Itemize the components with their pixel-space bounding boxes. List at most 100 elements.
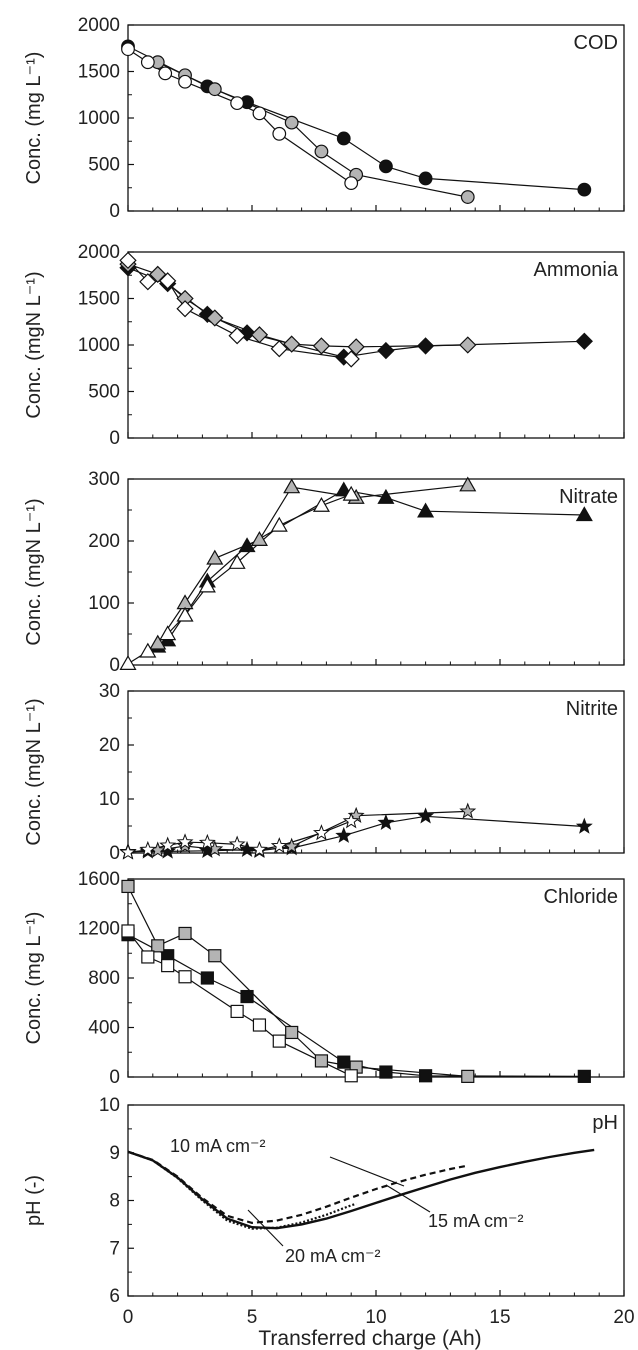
series-line [157, 484, 468, 644]
y-tick-label: 1000 [78, 108, 120, 129]
y-tick-label: 500 [88, 382, 120, 403]
data-point-star [159, 836, 177, 853]
data-point-diamond [250, 326, 269, 344]
data-point-triangle [149, 634, 167, 650]
y-tick-label: 9 [109, 1143, 120, 1164]
data-point-diamond [312, 337, 331, 355]
data-point-diamond [575, 332, 593, 350]
y-tick-label: 1600 [78, 869, 120, 890]
data-point-diamond [342, 350, 360, 368]
y-tick-label: 1000 [78, 335, 120, 356]
data-point-square [240, 989, 254, 1004]
data-point-star [119, 843, 137, 860]
panel-ammonia: 0 500 1000 1500 2000 Conc. (mgN L⁻¹) Ammonia [23, 242, 625, 449]
data-point-diamond [459, 336, 477, 354]
panel-cod: 0 500 1000 1500 2000 Conc. (mg L⁻¹) COD [23, 15, 625, 222]
data-point-square [208, 949, 222, 963]
data-point-star [250, 840, 268, 857]
panel-ph: 6 7 8 9 10 pH (-) pH 10 mA cm⁻² 15 mA cm⁻² 20 mA … [23, 1095, 625, 1307]
series-line [127, 1150, 357, 1230]
data-point-triangle [119, 655, 137, 670]
data-point-star [176, 833, 194, 850]
data-point-square [337, 1055, 351, 1069]
data-point-square [178, 970, 192, 984]
data-point-circle [336, 131, 351, 146]
annotation-leader-line [329, 1156, 405, 1187]
data-point-star [228, 835, 246, 852]
y-tick-label: 6 [109, 1286, 120, 1307]
data-point-circle [230, 96, 245, 111]
plot-frame [127, 478, 625, 666]
data-point-diamond [377, 341, 395, 360]
data-point-square [272, 1034, 286, 1048]
panel-title: pH [592, 1112, 618, 1134]
data-point-square [577, 1069, 591, 1083]
data-point-triangle [270, 516, 288, 532]
data-point-square [344, 1069, 358, 1083]
data-point-diamond [228, 327, 246, 345]
data-point-square [379, 1065, 393, 1079]
data-point-circle [121, 42, 135, 57]
panel-title: Nitrate [559, 486, 618, 508]
panel-title: Nitrite [566, 698, 618, 720]
data-point-square [200, 971, 214, 985]
data-point-circle [314, 144, 329, 159]
data-point-square [314, 1054, 329, 1068]
data-point-diamond [159, 272, 177, 290]
data-point-star [270, 837, 288, 854]
series-line [127, 263, 468, 348]
data-point-circle [460, 190, 475, 204]
y-axis-label: pH (-) [23, 1175, 45, 1226]
y-tick-label: 0 [109, 201, 120, 222]
y-tick-label: 1500 [78, 62, 120, 83]
data-point-diamond [149, 265, 167, 283]
panel-nitrite: 0 10 20 30 Conc. (mgN L⁻¹) Nitrite [23, 681, 625, 864]
series-line [127, 934, 585, 1078]
y-tick-label: 7 [109, 1238, 120, 1259]
x-axis-label: Transferred charge (Ah) [258, 1327, 481, 1350]
x-tick-label: 15 [489, 1307, 510, 1328]
panel-title: Chloride [544, 886, 618, 908]
data-point-square [461, 1069, 475, 1083]
y-tick-label: 30 [99, 681, 120, 702]
data-point-diamond [347, 338, 365, 356]
panel-title: Ammonia [534, 259, 619, 281]
y-axis-label: Conc. (mgN L⁻¹) [23, 271, 45, 418]
data-point-triangle [342, 485, 360, 501]
data-point-square [285, 1025, 299, 1040]
data-point-triangle [228, 553, 246, 569]
data-point-diamond [176, 300, 194, 318]
data-point-square [161, 959, 175, 973]
data-point-star [312, 824, 330, 841]
data-point-circle [344, 176, 359, 191]
y-tick-label: 1200 [78, 919, 120, 940]
annotation-label: 20 mA cm⁻² [285, 1246, 381, 1266]
y-tick-label: 100 [88, 593, 120, 614]
data-point-circle [577, 182, 592, 197]
x-tick-label: 20 [613, 1307, 634, 1328]
data-point-triangle [312, 496, 330, 512]
y-axis-label: Conc. (mgN L⁻¹) [23, 698, 45, 845]
x-tick-label: 0 [123, 1307, 134, 1328]
y-tick-label: 0 [109, 655, 120, 676]
data-point-star [377, 813, 395, 830]
data-point-square [151, 939, 165, 953]
data-point-diamond [119, 251, 137, 270]
data-point-circle [284, 115, 299, 130]
y-tick-label: 1500 [78, 289, 120, 310]
data-point-triangle [159, 625, 177, 641]
data-point-star [342, 812, 360, 829]
data-point-triangle [176, 594, 194, 610]
data-point-circle [252, 106, 267, 121]
y-tick-label: 0 [109, 843, 120, 864]
data-point-square [121, 879, 135, 894]
data-point-circle [140, 55, 155, 70]
annotation-label: 15 mA cm⁻² [428, 1211, 524, 1231]
y-tick-label: 0 [109, 428, 120, 449]
panel-nitrate: 0 100 200 300 Conc. (mgN L⁻¹) Nitrate [23, 469, 625, 676]
series-line [127, 1148, 595, 1230]
data-point-star [459, 802, 477, 819]
data-point-star [417, 807, 435, 824]
data-point-triangle [459, 476, 477, 492]
